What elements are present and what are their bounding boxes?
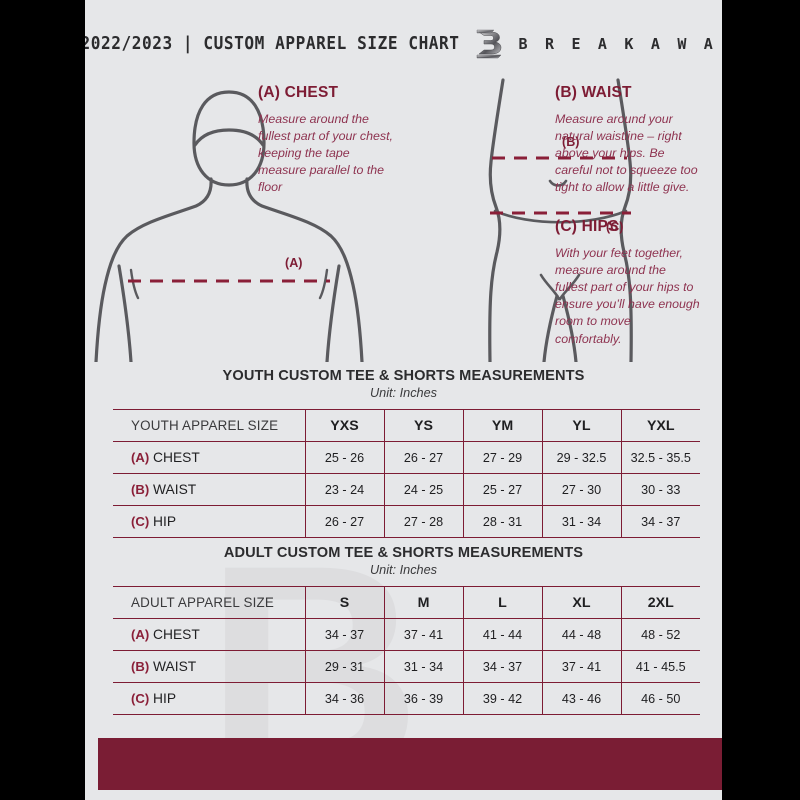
adult-hip-v4: 46 - 50 xyxy=(621,682,700,715)
adult-table-heading: ADULT CUSTOM TEE & SHORTS MEASUREMENTS xyxy=(223,545,584,561)
adult-size-col-4: 2XL xyxy=(621,586,700,619)
adult-size-col-0: S xyxy=(305,586,385,619)
note-chest-heading: (A) CHEST xyxy=(258,84,339,101)
youth-size-col-1: YS xyxy=(384,409,464,442)
note-waist: (B) WAIST Measure around your natural wa… xyxy=(555,84,700,197)
note-hips-heading: (C) HIPS xyxy=(555,218,619,235)
youth-chest-v4: 32.5 - 35.5 xyxy=(621,441,700,474)
waist-line-label: (B) xyxy=(562,135,580,149)
youth-row-label-hip: (C) HIP xyxy=(113,505,306,538)
note-hips: (C) HIPS With your feet together, measur… xyxy=(555,218,700,348)
footer-bar xyxy=(98,738,722,790)
youth-hip-tag: (C) xyxy=(131,514,150,529)
adult-size-col-3: XL xyxy=(542,586,622,619)
adult-chest-v0: 34 - 37 xyxy=(305,618,385,651)
adult-waist-v2: 34 - 37 xyxy=(463,650,543,683)
table-header-row: YOUTH APPAREL SIZE YXS YS YM YL YXL xyxy=(113,409,700,442)
youth-hip-v3: 31 - 34 xyxy=(542,505,622,538)
youth-waist-v3: 27 - 30 xyxy=(542,473,622,506)
youth-size-col-2: YM xyxy=(463,409,543,442)
breakaway-b-logo-icon xyxy=(476,29,502,59)
male-hips-outline-icon xyxy=(488,78,633,362)
youth-chest-name: CHEST xyxy=(153,450,200,465)
brand-wordmark: B R E A K A W A Y xyxy=(518,35,722,53)
table-row: (C) HIP 26 - 27 27 - 28 28 - 31 31 - 34 … xyxy=(113,505,700,538)
body-diagram-svg xyxy=(94,78,633,362)
hips-line-label: (C) xyxy=(606,220,624,234)
adult-size-col-2: L xyxy=(463,586,543,619)
adult-waist-v0: 29 - 31 xyxy=(305,650,385,683)
youth-waist-name: WAIST xyxy=(153,482,197,497)
adult-chest-name: CHEST xyxy=(153,627,200,642)
adult-waist-v3: 37 - 41 xyxy=(542,650,622,683)
size-chart-page: B 2022/2023 | CUSTOM APPAREL SIZE CHART xyxy=(85,0,722,800)
youth-size-table-block: YOUTH CUSTOM TEE & SHORTS MEASUREMENTS U… xyxy=(85,368,722,538)
youth-chest-v3: 29 - 32.5 xyxy=(542,441,622,474)
table-row: (A) CHEST 25 - 26 26 - 27 27 - 29 29 - 3… xyxy=(113,441,700,474)
youth-hip-v1: 27 - 28 xyxy=(384,505,464,538)
adult-hip-tag: (C) xyxy=(131,691,150,706)
adult-size-table-block: ADULT CUSTOM TEE & SHORTS MEASUREMENTS U… xyxy=(85,545,722,715)
male-torso-outline-icon xyxy=(94,90,364,362)
youth-row-label-waist: (B) WAIST xyxy=(113,473,306,506)
note-chest: (A) CHEST Measure around the fullest par… xyxy=(258,84,398,197)
adult-chest-tag: (A) xyxy=(131,627,150,642)
youth-waist-v1: 24 - 25 xyxy=(384,473,464,506)
brand-lockup: B R E A K A W A Y xyxy=(476,28,722,60)
adult-row-label-chest: (A) CHEST xyxy=(113,618,306,651)
youth-size-table: YOUTH APPAREL SIZE YXS YS YM YL YXL (A) … xyxy=(113,409,700,538)
youth-hip-name: HIP xyxy=(153,514,177,529)
chest-line-label: (A) xyxy=(285,256,303,270)
note-waist-heading: (B) WAIST xyxy=(555,84,632,101)
adult-row-label-waist: (B) WAIST xyxy=(113,650,306,683)
note-hips-body: With your feet together, measure around … xyxy=(555,246,700,346)
adult-hip-v3: 43 - 46 xyxy=(542,682,622,715)
table-header-row: ADULT APPAREL SIZE S M L XL 2XL xyxy=(113,586,700,619)
youth-hip-v2: 28 - 31 xyxy=(463,505,543,538)
page-title: 2022/2023 | CUSTOM APPAREL SIZE CHART xyxy=(85,34,460,54)
youth-row-label-chest: (A) CHEST xyxy=(113,441,306,474)
youth-chest-v0: 25 - 26 xyxy=(305,441,385,474)
adult-chest-v2: 41 - 44 xyxy=(463,618,543,651)
adult-row-header-label: ADULT APPAREL SIZE xyxy=(113,586,306,619)
adult-chest-v4: 48 - 52 xyxy=(621,618,700,651)
page-header: 2022/2023 | CUSTOM APPAREL SIZE CHART B … xyxy=(85,26,722,62)
adult-chest-v1: 37 - 41 xyxy=(384,618,464,651)
adult-hip-v2: 39 - 42 xyxy=(463,682,543,715)
youth-chest-v2: 27 - 29 xyxy=(463,441,543,474)
adult-hip-v0: 34 - 36 xyxy=(305,682,385,715)
youth-hip-v0: 26 - 27 xyxy=(305,505,385,538)
adult-hip-name: HIP xyxy=(153,691,177,706)
adult-row-label-hip: (C) HIP xyxy=(113,682,306,715)
youth-waist-v2: 25 - 27 xyxy=(463,473,543,506)
youth-waist-v0: 23 - 24 xyxy=(305,473,385,506)
youth-waist-v4: 30 - 33 xyxy=(621,473,700,506)
youth-chest-tag: (A) xyxy=(131,450,150,465)
adult-size-table: ADULT APPAREL SIZE S M L XL 2XL (A) CHES… xyxy=(113,586,700,715)
youth-chest-v1: 26 - 27 xyxy=(384,441,464,474)
youth-waist-tag: (B) xyxy=(131,482,150,497)
measurement-illustration: (A) (B) (C) (A) CHEST Measure around the… xyxy=(85,70,722,362)
youth-size-col-3: YL xyxy=(542,409,622,442)
adult-table-unit: Unit: Inches xyxy=(370,563,437,577)
adult-chest-v3: 44 - 48 xyxy=(542,618,622,651)
adult-size-col-1: M xyxy=(384,586,464,619)
adult-hip-v1: 36 - 39 xyxy=(384,682,464,715)
note-waist-body: Measure around your natural waistline – … xyxy=(555,112,698,195)
youth-row-header-label: YOUTH APPAREL SIZE xyxy=(113,409,306,442)
youth-size-col-4: YXL xyxy=(621,409,700,442)
youth-size-col-0: YXS xyxy=(305,409,385,442)
note-chest-body: Measure around the fullest part of your … xyxy=(258,112,393,195)
table-row: (A) CHEST 34 - 37 37 - 41 41 - 44 44 - 4… xyxy=(113,618,700,651)
youth-table-unit: Unit: Inches xyxy=(370,386,437,400)
youth-hip-v4: 34 - 37 xyxy=(621,505,700,538)
adult-waist-tag: (B) xyxy=(131,659,150,674)
table-row: (C) HIP 34 - 36 36 - 39 39 - 42 43 - 46 … xyxy=(113,682,700,715)
youth-table-heading: YOUTH CUSTOM TEE & SHORTS MEASUREMENTS xyxy=(222,368,585,384)
table-row: (B) WAIST 23 - 24 24 - 25 25 - 27 27 - 3… xyxy=(113,473,700,506)
adult-waist-v4: 41 - 45.5 xyxy=(621,650,700,683)
table-row: (B) WAIST 29 - 31 31 - 34 34 - 37 37 - 4… xyxy=(113,650,700,683)
adult-waist-v1: 31 - 34 xyxy=(384,650,464,683)
adult-waist-name: WAIST xyxy=(153,659,197,674)
